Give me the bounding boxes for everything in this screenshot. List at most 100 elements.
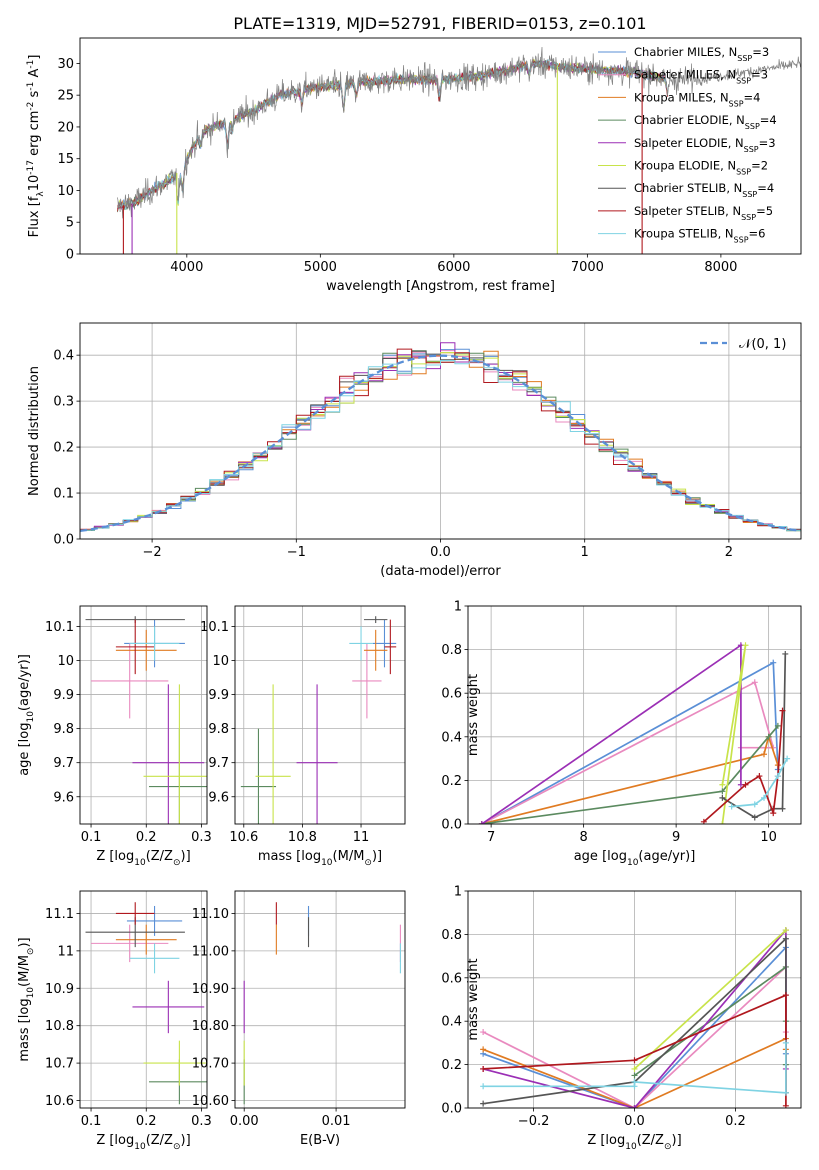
x-axis-label: mass [log10(M/M⊙)] <box>258 849 382 868</box>
x-tick-label: 0.1 <box>81 830 102 845</box>
mass-weight-marker <box>751 679 758 686</box>
mass-weight-marker <box>770 810 777 817</box>
mass-weight-marker <box>784 755 791 762</box>
legend-label: Salpeter ELODIE, NSSP=3 <box>634 136 776 154</box>
model-spectrum-line <box>117 60 668 210</box>
panel-residuals: −2 −1 0.0 1 2 0.0 0.1 0.2 0.3 0.4 (data-model)/err… <box>27 322 802 579</box>
axes-frame <box>234 890 406 1109</box>
y-tick-label: 0.8 <box>441 643 462 658</box>
plot-area-age_vs_Z <box>85 616 207 824</box>
mass-weight-marker <box>779 707 786 714</box>
y-tick-label: 0.4 <box>441 1015 462 1030</box>
mass-weight-marker <box>782 927 789 934</box>
plot-area-spectrum <box>117 46 801 254</box>
legend-label: Salpeter MILES, NSSP=3 <box>634 68 768 86</box>
mass-weight-marker <box>631 1105 638 1108</box>
x-tick-label: 4000 <box>170 260 203 275</box>
y-tick-label: 0.4 <box>53 349 74 364</box>
plot-area-mass_vs_EBV <box>243 902 401 1105</box>
x-tick-label: 5000 <box>304 260 337 275</box>
y-tick-label: 11.00 <box>192 944 229 959</box>
y-tick-label: 10.70 <box>192 1057 229 1072</box>
mass-weight-line <box>633 929 787 1070</box>
x-tick-label: 0.3 <box>191 830 212 845</box>
legend-label: Salpeter STELIB, NSSP=5 <box>634 204 773 222</box>
y-tick-label: 9.7 <box>208 756 229 771</box>
x-tick-label: 0.01 <box>322 1114 351 1129</box>
panel-age_vs_mass: 10.6 10.8 11 9.6 9.7 9.8 9.9 10 10.1 mass [log10(… <box>200 605 406 868</box>
legend-spectrum: Chabrier MILES, NSSP=3 Salpeter MILES, NS… <box>598 45 777 244</box>
y-tick-label: 0.1 <box>53 487 74 502</box>
y-tick-label: 11 <box>57 944 74 959</box>
mass-weight-marker <box>779 805 786 812</box>
legend-label: Kroupa MILES, NSSP=4 <box>634 90 760 108</box>
y-tick-label: 0.2 <box>53 441 74 456</box>
y-tick-label: 20 <box>57 120 74 135</box>
y-tick-label: 9.6 <box>208 790 229 805</box>
mass-weight-marker <box>782 935 789 942</box>
model-spectrum-line <box>117 59 668 210</box>
x-axis-label: age [log10(age/yr)] <box>574 849 696 868</box>
y-tick-label: 1 <box>454 600 462 615</box>
y-tick-label: 0.2 <box>441 774 462 789</box>
x-tick-label: 10 <box>760 830 777 845</box>
mass-weight-marker <box>770 659 777 666</box>
y-tick-label: 1 <box>454 885 462 900</box>
mass-weight-marker <box>742 781 749 788</box>
plot-area-weight_vs_age <box>478 642 791 824</box>
y-tick-label: 5 <box>66 216 74 231</box>
axes-frame <box>79 322 802 540</box>
plot-area-weight_vs_Z <box>480 927 789 1108</box>
y-tick-label: 0.4 <box>441 730 462 745</box>
x-tick-label: 8000 <box>704 260 737 275</box>
axes-frame <box>79 890 208 1109</box>
y-tick-label: 25 <box>57 89 74 104</box>
mass-weight-marker <box>719 781 726 788</box>
x-axis-label: (data-model)/error <box>380 564 501 579</box>
y-tick-label: 0.0 <box>441 818 462 833</box>
x-tick-label: −2 <box>143 545 162 560</box>
x-tick-label: 11 <box>353 830 370 845</box>
axes-frame <box>234 605 406 825</box>
mass-weight-line <box>481 733 779 824</box>
residual-histogram-step <box>80 360 801 533</box>
axes-frame <box>467 890 802 1109</box>
y-tick-label: 0.2 <box>441 1058 462 1073</box>
x-tick-label: 0.0 <box>624 1114 645 1129</box>
mass-weight-marker <box>761 751 767 758</box>
mass-weight-line <box>481 725 779 824</box>
y-tick-label: 10 <box>57 184 74 199</box>
y-tick-label: 11.1 <box>45 907 74 922</box>
mass-weight-marker <box>719 821 726 824</box>
mass-weight-marker <box>751 801 758 808</box>
mass-weight-marker <box>782 650 789 657</box>
x-tick-label: 6000 <box>437 260 470 275</box>
legend-label: Kroupa ELODIE, NSSP=2 <box>634 159 768 177</box>
x-tick-label: 7000 <box>571 260 604 275</box>
y-tick-label: 9.7 <box>53 756 74 771</box>
y-tick-label: 10 <box>212 654 229 669</box>
mass-weight-marker <box>631 1065 638 1072</box>
mass-weight-marker <box>480 1083 487 1090</box>
legend-label: Kroupa STELIB, NSSP=6 <box>634 227 765 245</box>
y-tick-label: 0 <box>66 248 74 263</box>
y-tick-label: 10.60 <box>192 1094 229 1109</box>
mass-weight-marker <box>480 1065 487 1072</box>
y-axis-label: age [log10(age/yr)] <box>17 654 36 776</box>
mass-weight-marker <box>765 733 772 740</box>
y-tick-label: 9.8 <box>53 722 74 737</box>
y-tick-label: 10.6 <box>45 1094 74 1109</box>
y-tick-label: 10.80 <box>192 1019 229 1034</box>
y-tick-label: 10.1 <box>200 620 229 635</box>
x-tick-label: 8 <box>579 830 587 845</box>
legend-label: Chabrier MILES, NSSP=3 <box>634 45 769 63</box>
mass-weight-line <box>481 681 775 824</box>
x-tick-label: 0.2 <box>136 1114 157 1129</box>
x-tick-label: 0.1 <box>81 1114 102 1129</box>
normal-reference-curve <box>80 354 799 533</box>
mass-weight-marker <box>742 642 749 649</box>
y-tick-label: 10.1 <box>45 620 74 635</box>
mass-weight-marker <box>728 803 735 810</box>
mass-weight-marker <box>774 773 781 780</box>
y-axis-label: mass weight <box>466 958 481 1040</box>
